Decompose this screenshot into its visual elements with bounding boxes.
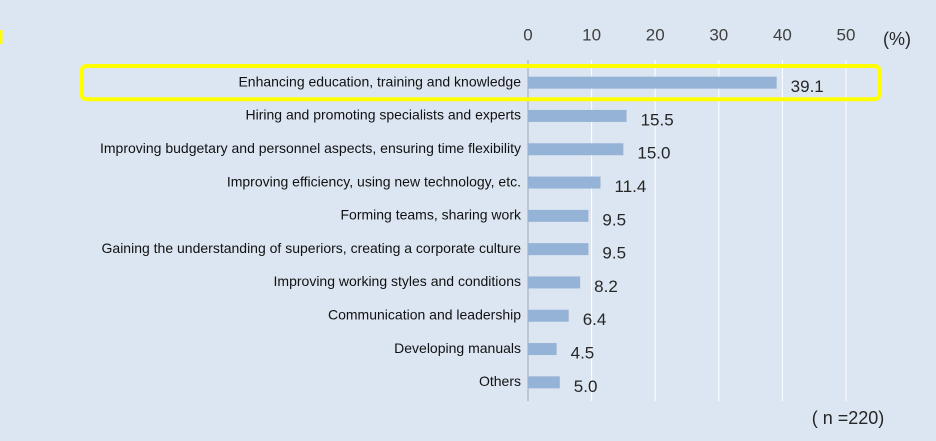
value-label: 9.5 — [602, 210, 626, 229]
edge-mark — [0, 30, 3, 44]
marks — [528, 76, 777, 389]
value-label: 11.4 — [615, 177, 647, 196]
bar — [528, 376, 560, 389]
x-tick-label: 10 — [582, 25, 601, 44]
category-label: Improving working styles and conditions — [274, 273, 521, 289]
bar — [528, 309, 569, 322]
category-label: Others — [479, 373, 521, 389]
x-tick-label: 30 — [709, 25, 728, 44]
unit-label: (%) — [883, 29, 911, 49]
x-tick-label: 40 — [773, 25, 792, 44]
x-tick-label: 50 — [837, 25, 856, 44]
bar — [528, 276, 581, 289]
bar — [528, 343, 557, 356]
bar — [528, 76, 777, 89]
bar — [528, 176, 601, 189]
highlight-box — [80, 64, 882, 102]
category-label: Hiring and promoting specialists and exp… — [246, 107, 521, 123]
x-tick-label: 20 — [646, 25, 665, 44]
value-label: 6.4 — [583, 310, 607, 329]
category-label: Enhancing education, training and knowle… — [238, 73, 521, 89]
category-label: Forming teams, sharing work — [340, 207, 522, 223]
category-label: Improving efficiency, using new technolo… — [227, 173, 521, 189]
category-label: Communication and leadership — [328, 306, 521, 322]
value-label: 5.0 — [574, 377, 598, 396]
sample-note: ( n =220) — [812, 408, 885, 428]
bar — [528, 243, 589, 256]
bar — [528, 209, 589, 222]
value-label: 15.5 — [641, 110, 674, 129]
bar — [528, 109, 627, 122]
category-label: Gaining the understanding of superiors, … — [102, 240, 522, 256]
category-label: Developing manuals — [394, 340, 521, 356]
value-label: 4.5 — [571, 344, 595, 363]
bar — [528, 143, 624, 156]
value-label: 9.5 — [602, 244, 626, 263]
value-label: 8.2 — [594, 277, 618, 296]
x-tick-label: 0 — [523, 25, 532, 44]
category-label: Improving budgetary and personnel aspect… — [100, 140, 521, 156]
value-label: 39.1 — [791, 77, 824, 96]
value-label: 15.0 — [637, 144, 670, 163]
